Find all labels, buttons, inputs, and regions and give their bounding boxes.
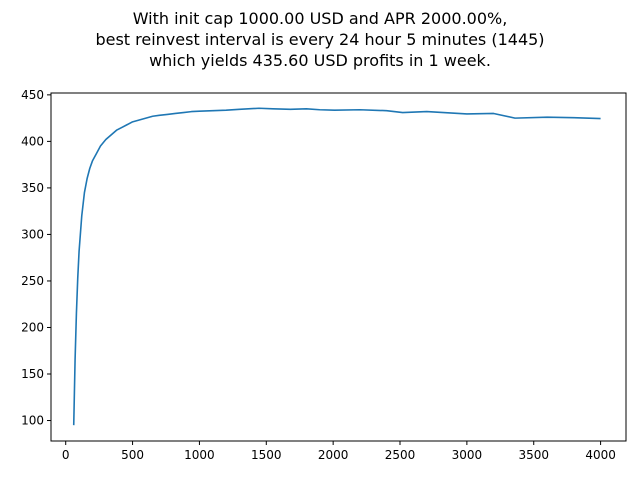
x-tick-label: 1500 bbox=[251, 448, 282, 462]
series-line-0 bbox=[72, 107, 601, 426]
x-axis-ticks: 0 500 1000 1500 2000 2500 3000 3500 4000 bbox=[62, 441, 616, 462]
y-tick-label: 450 bbox=[21, 88, 44, 102]
y-tick-label: 350 bbox=[21, 181, 44, 195]
y-axis-ticks: 100 150 200 250 300 350 400 450 bbox=[21, 88, 51, 428]
x-tick-label: 0 bbox=[62, 448, 70, 462]
title-line-2: best reinvest interval is every 24 hour … bbox=[95, 30, 544, 49]
y-tick-label: 300 bbox=[21, 227, 44, 241]
x-tick-label: 3000 bbox=[452, 448, 483, 462]
x-tick-label: 3500 bbox=[518, 448, 549, 462]
axes-frame bbox=[50, 92, 627, 442]
x-tick-label: 4000 bbox=[585, 448, 616, 462]
x-tick-label: 2500 bbox=[385, 448, 416, 462]
y-tick-label: 250 bbox=[21, 274, 44, 288]
chart-title: With init cap 1000.00 USD and APR 2000.0… bbox=[95, 9, 544, 70]
y-tick-label: 200 bbox=[21, 320, 44, 334]
y-tick-label: 400 bbox=[21, 134, 44, 148]
x-tick-label: 2000 bbox=[318, 448, 349, 462]
x-tick-label: 500 bbox=[121, 448, 144, 462]
y-tick-label: 150 bbox=[21, 367, 44, 381]
plot-area bbox=[72, 107, 601, 426]
title-line-1: With init cap 1000.00 USD and APR 2000.0… bbox=[133, 9, 508, 28]
y-tick-label: 100 bbox=[21, 414, 44, 428]
title-line-3: which yields 435.60 USD profits in 1 wee… bbox=[149, 51, 491, 70]
x-tick-label: 1000 bbox=[184, 448, 215, 462]
